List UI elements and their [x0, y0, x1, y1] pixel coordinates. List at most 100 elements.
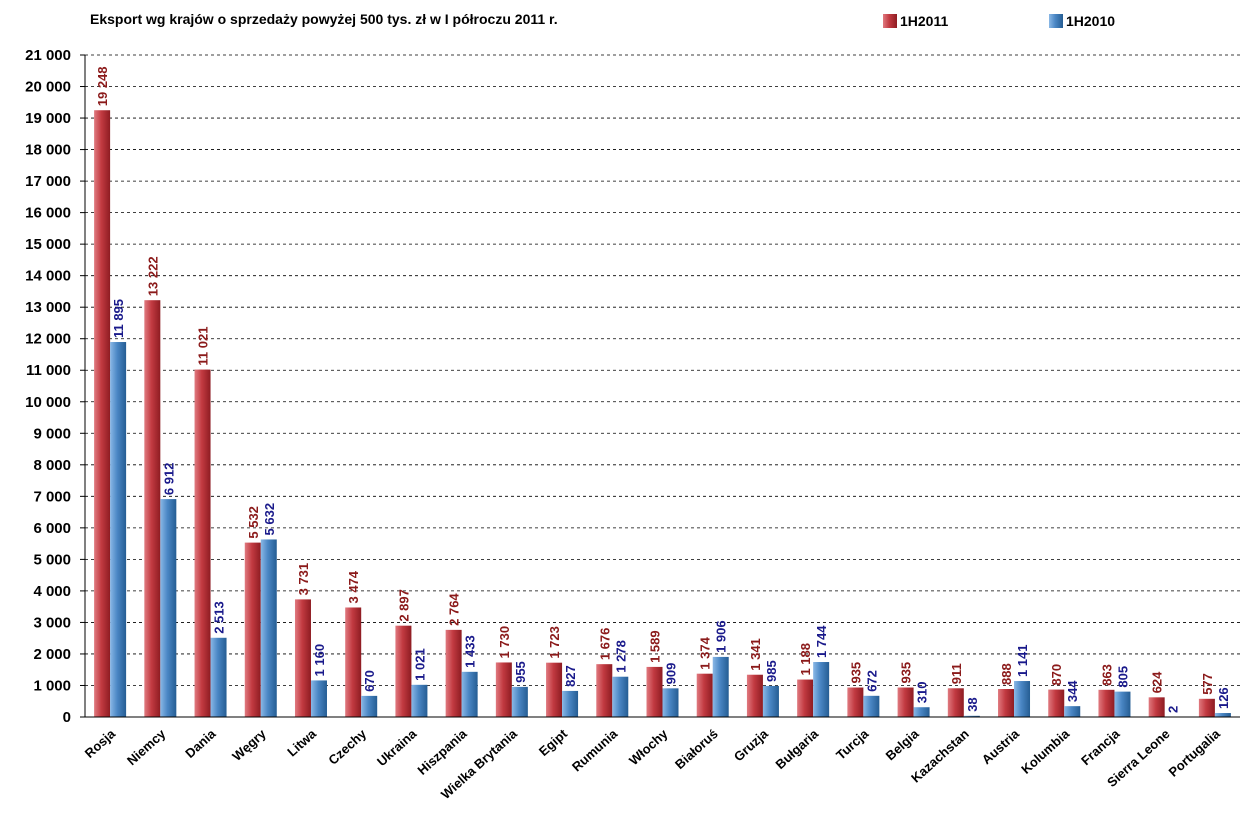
y-tick-label: 11 000 [26, 362, 71, 379]
data-label-1h2010: 38 [965, 697, 980, 711]
y-tick-label: 19 000 [25, 110, 71, 127]
bar-1h2010 [863, 695, 880, 717]
bar-1h2011 [445, 629, 462, 717]
data-label-1h2011: 911 [949, 663, 964, 684]
bar-1h2011 [546, 662, 563, 717]
bar-1h2011 [1098, 689, 1115, 717]
bar-1h2010 [1064, 706, 1081, 717]
data-label-1h2011: 1 676 [597, 628, 612, 661]
bar-1h2010 [160, 499, 177, 717]
y-axis: 0 1 000 2 000 3 000 4 000 5 000 6 000 7 000 8 00… [25, 47, 86, 726]
data-label-1h2011: 888 [999, 663, 1014, 685]
data-label-1h2010: 2 513 [212, 601, 227, 634]
bars [94, 110, 1231, 717]
x-tick-label: Francja [1078, 726, 1123, 769]
x-tick-label: Egipt [536, 726, 571, 759]
y-tick-label: 5 000 [33, 551, 71, 568]
data-label-1h2011: 1 723 [547, 626, 562, 659]
y-tick-label: 2 000 [33, 646, 71, 663]
bar-1h2010 [612, 676, 629, 717]
bar-1h2011 [947, 688, 964, 717]
data-label-1h2011: 577 [1200, 673, 1215, 695]
bar-1h2011 [1048, 689, 1065, 717]
data-label-1h2010: 344 [1065, 680, 1080, 702]
bar-1h2011 [596, 664, 613, 717]
x-tick-label: Kolumbia [1018, 726, 1073, 777]
data-label-1h2011: 5 532 [246, 506, 261, 539]
legend-label-1h2010: 1H2010 [1066, 13, 1115, 29]
bar-1h2010 [963, 715, 980, 717]
y-tick-label: 18 000 [25, 142, 71, 159]
data-label-1h2011: 3 731 [296, 563, 311, 596]
bar-1h2011 [345, 607, 362, 717]
data-label-1h2010: 672 [864, 670, 879, 692]
data-label-1h2011: 1 589 [648, 630, 663, 663]
data-label-1h2010: 1 021 [412, 648, 427, 681]
bar-1h2011 [746, 674, 763, 717]
legend-swatch-1h2010 [1049, 14, 1063, 28]
legend-swatch-1h2011 [883, 14, 897, 28]
data-label-1h2011: 863 [1099, 664, 1114, 686]
bar-1h2010 [762, 685, 779, 717]
data-label-1h2010: 1 278 [613, 640, 628, 673]
y-tick-label: 3 000 [33, 614, 71, 631]
data-label-1h2010: 985 [764, 660, 779, 682]
data-label-1h2011: 1 188 [798, 643, 813, 676]
data-label-1h2010: 126 [1216, 687, 1231, 709]
bar-1h2011 [897, 687, 914, 717]
data-label-1h2011: 11 021 [196, 327, 211, 366]
x-tick-label: Białoruś [672, 726, 721, 772]
x-tick-label: Ukraina [374, 726, 420, 770]
bar-1h2010 [1114, 691, 1131, 717]
y-tick-label: 1 000 [33, 677, 71, 694]
data-label-1h2010: 310 [915, 682, 930, 704]
x-tick-label: Portugalia [1166, 726, 1224, 780]
data-label-1h2011: 935 [899, 662, 914, 684]
x-tick-label: Austria [979, 726, 1023, 768]
data-label-1h2010: 5 632 [262, 503, 277, 536]
bar-1h2011 [244, 542, 261, 717]
x-tick-label: Turcja [833, 726, 872, 763]
data-label-1h2010: 1 160 [312, 644, 327, 677]
data-label-1h2010: 805 [1115, 666, 1130, 688]
y-tick-label: 10 000 [25, 394, 71, 411]
bar-1h2011 [998, 689, 1015, 717]
legend-label-1h2011: 1H2011 [900, 13, 948, 29]
y-tick-label: 14 000 [25, 268, 71, 285]
bar-1h2011 [294, 599, 311, 717]
bar-1h2010 [913, 707, 930, 717]
y-tick-label: 21 000 [25, 47, 71, 64]
data-label-1h2010: 2 [1166, 706, 1181, 713]
x-tick-label: Rosja [82, 726, 119, 761]
bar-1h2010 [562, 690, 579, 717]
x-tick-label: Belgia [883, 726, 923, 764]
data-label-1h2010: 1 906 [714, 620, 729, 653]
x-tick-label: Gruzja [731, 726, 772, 765]
bar-1h2010 [361, 695, 378, 717]
bar-1h2011 [194, 369, 211, 717]
data-label-1h2010: 6 912 [161, 463, 176, 496]
data-label-1h2011: 935 [848, 662, 863, 684]
legend: 1H2011 1H2010 [883, 13, 1115, 29]
data-label-1h2011: 13 222 [145, 256, 160, 296]
bar-1h2010 [511, 686, 528, 717]
bar-1h2010 [310, 680, 327, 717]
data-label-1h2010: 670 [362, 670, 377, 692]
bar-1h2010 [712, 656, 729, 717]
x-tick-label: Niemcy [124, 726, 169, 769]
bar-1h2010 [662, 688, 679, 717]
data-label-1h2010: 1 744 [814, 625, 829, 658]
y-tick-label: 6 000 [33, 520, 71, 537]
bar-1h2011 [144, 300, 161, 717]
data-label-1h2010: 909 [664, 663, 679, 685]
bar-1h2010 [1214, 713, 1231, 717]
x-tick-label: Węgry [229, 726, 269, 764]
x-tick-label: Dania [182, 726, 219, 761]
data-label-1h2011: 1 341 [748, 638, 763, 671]
bar-1h2011 [1148, 697, 1165, 717]
data-label-1h2010: 1 141 [1015, 644, 1030, 677]
data-label-1h2011: 1 374 [698, 636, 713, 669]
bar-1h2011 [94, 110, 111, 717]
